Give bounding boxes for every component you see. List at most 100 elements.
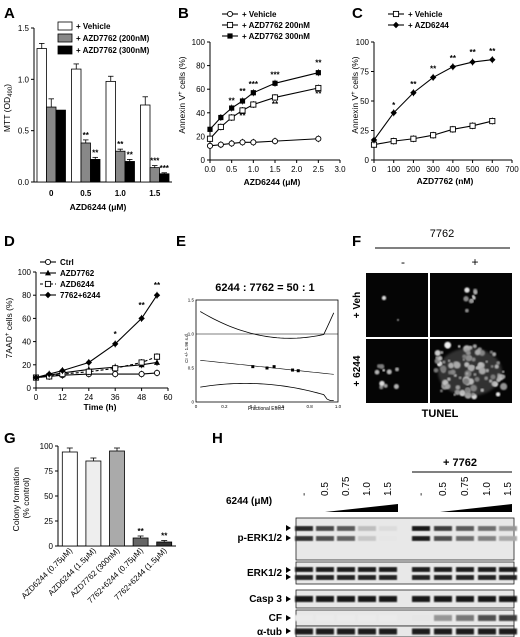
panel-e-point — [272, 365, 276, 369]
panel-f: F 7762 - + + Veh + 6244 TUNEL — [352, 228, 512, 420]
panel-a: A 0.00.51.01.50 0.5 1.0 1.5**************+ … — [2, 5, 172, 212]
blot-band — [434, 575, 452, 580]
blot-band — [456, 536, 474, 541]
panel-a-bar — [124, 161, 135, 183]
panel-c-legend-marker — [392, 21, 400, 29]
blot-band — [295, 575, 313, 580]
panel-b-point — [250, 90, 256, 96]
blot-band — [358, 628, 376, 635]
panel-g-bar — [132, 537, 149, 547]
panel-b-ylabel: Annexin V+ cells (%) — [177, 56, 187, 133]
panel-c-xtick-label: 700 — [505, 165, 519, 174]
blot-band — [337, 615, 355, 621]
blot-band — [295, 536, 313, 541]
panel-d-point — [112, 365, 119, 372]
blot-band — [358, 567, 376, 572]
panel-a-bar — [140, 104, 151, 183]
panel-c-point — [469, 58, 476, 66]
panel-a-bar — [71, 68, 82, 183]
panel-c-point — [390, 138, 397, 145]
blot-band — [456, 567, 474, 572]
panel-f-row-veh: + Veh — [352, 292, 363, 318]
blot-band — [456, 575, 474, 580]
blot-band — [434, 628, 452, 635]
panel-b-xtick-label: 2.0 — [291, 165, 303, 174]
panel-b-legend-marker — [226, 21, 234, 29]
panel-a-bar — [159, 173, 170, 183]
panel-d-ylabel: 7AAD+ cells (%) — [4, 297, 14, 358]
panel-g-ylabel-line2: (% control) — [21, 477, 31, 518]
panel-b-significance: ** — [272, 100, 279, 109]
blot-band — [412, 615, 430, 621]
panel-a-legend-swatch — [57, 45, 73, 55]
panel-g-ytick-label: 75 — [44, 467, 53, 476]
panel-b-point — [206, 135, 214, 142]
tunel-cell — [495, 392, 501, 397]
panel-a-bar — [55, 109, 66, 183]
panel-d-ytick-label: 100 — [18, 268, 32, 277]
panel-c-point — [429, 74, 437, 81]
tunel-cell — [453, 393, 456, 396]
blot-band — [499, 575, 517, 580]
panel-d-legend-label: AZD7762 — [60, 269, 95, 278]
blot-band — [456, 628, 474, 635]
panel-h-dose-label-9: 1.5 — [503, 482, 514, 496]
panel-b-point — [272, 80, 278, 86]
panel-c-xtick-label: 200 — [407, 165, 421, 174]
blot-band — [358, 615, 376, 621]
panel-h-dose-label-0: - — [299, 493, 310, 496]
blot-band — [412, 567, 430, 572]
panel-c-point — [370, 136, 378, 144]
blot-band — [379, 536, 397, 541]
blot-band — [478, 596, 496, 602]
blot-band — [316, 615, 334, 621]
panel-a-xtick-label: 0.5 — [80, 189, 92, 198]
tunel-cell — [463, 296, 469, 302]
panel-d-point — [112, 371, 119, 378]
panel-b-legend-label: + AZD7762 200nM — [242, 21, 310, 30]
panel-d-significance: * — [114, 330, 118, 339]
panel-e-ci-upper — [200, 311, 335, 339]
panel-a-xlabel: AZD6244 (μM) — [70, 202, 127, 212]
tunel-cell — [464, 287, 470, 293]
panel-a-letter: A — [4, 5, 15, 22]
tunel-cell — [396, 318, 400, 322]
panel-a-bar — [105, 80, 116, 183]
blot-label: ERK1/2 — [247, 568, 282, 579]
blot-band — [379, 628, 397, 635]
panel-g-bar — [156, 541, 173, 547]
panel-b-point — [239, 98, 246, 104]
blot-band — [295, 526, 313, 531]
tunel-cell — [386, 369, 392, 375]
tunel-cell — [457, 345, 461, 348]
tunel-cell — [471, 294, 475, 298]
panel-e-letter: E — [176, 233, 186, 250]
panel-h-dose-label-7: 0.75 — [460, 476, 471, 496]
panel-c-legend-marker — [392, 10, 400, 18]
panel-d-point — [153, 292, 161, 299]
panel-d-point — [138, 371, 145, 378]
panel-b-ytick-label: 40 — [196, 109, 205, 118]
panel-b-point — [207, 126, 213, 132]
panel-b-point — [229, 105, 235, 111]
blot-band — [478, 536, 496, 541]
panel-a-legend-label: + Vehicle — [76, 22, 111, 31]
panel-g-ytick-label: 100 — [40, 442, 54, 451]
blot-band — [499, 628, 517, 635]
blot-band — [478, 526, 496, 531]
panel-g-ytick-label: 0 — [49, 542, 54, 551]
panel-e-ytick-label: 1.5 — [188, 298, 195, 303]
panel-g-ytick-label: 50 — [44, 492, 53, 501]
panel-d-point — [85, 359, 92, 366]
blot-band — [379, 526, 397, 531]
blot-band — [295, 628, 313, 635]
blot-band — [316, 628, 334, 635]
panel-c-point — [449, 126, 456, 133]
panel-d-xtick-label: 36 — [111, 393, 120, 402]
blot-arrow — [286, 525, 291, 531]
panel-b-ytick-label: 100 — [192, 38, 206, 47]
panel-f-drug: 7762 — [430, 228, 454, 240]
panel-e-ci-lower — [200, 382, 334, 402]
